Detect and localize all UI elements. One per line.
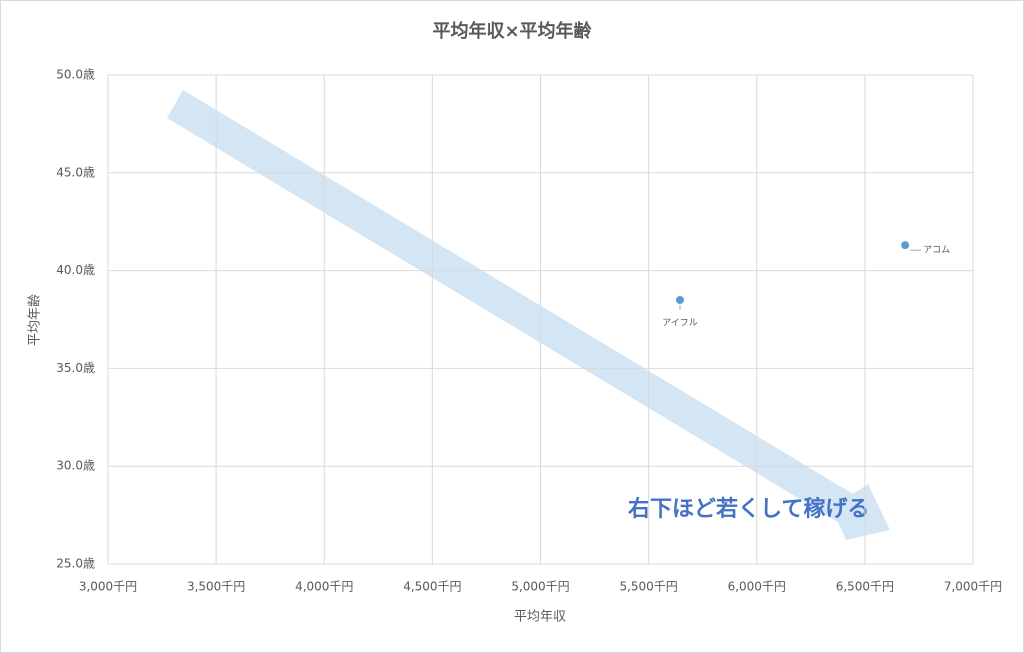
x-tick-label: 3,000千円 (79, 580, 137, 594)
y-tick-label: 35.0歳 (56, 361, 95, 375)
chart-title: 平均年収×平均年齢 (432, 20, 592, 42)
trend-arrow (167, 90, 890, 540)
point-label: アコム (923, 245, 950, 256)
x-tick-label: 7,000千円 (944, 580, 1002, 594)
x-tick-label: 4,500千円 (403, 580, 461, 594)
x-axis-title: 平均年収 (514, 610, 566, 625)
annotation: 右下ほど若くして稼げる (628, 496, 869, 522)
y-tick-label: 25.0歳 (56, 557, 95, 571)
x-tick-label: 5,000千円 (511, 580, 569, 594)
x-tick-label: 5,500千円 (619, 580, 677, 594)
point (901, 241, 910, 250)
x-tick-label: 6,500千円 (836, 580, 894, 594)
y-tick-label: 45.0歳 (56, 165, 95, 179)
y-tick-label: 30.0歳 (56, 459, 95, 473)
x-tick-label: 3,500千円 (187, 580, 245, 594)
x-tick-label: 4,000千円 (295, 580, 353, 594)
x-tick-label: 6,000千円 (728, 580, 786, 594)
y-tick-label: 50.0歳 (56, 68, 95, 82)
point-label: アイフル (662, 318, 698, 328)
y-axis-title: 平均年齢 (28, 294, 43, 346)
y-tick-label: 40.0歳 (56, 263, 95, 277)
point (675, 295, 684, 304)
